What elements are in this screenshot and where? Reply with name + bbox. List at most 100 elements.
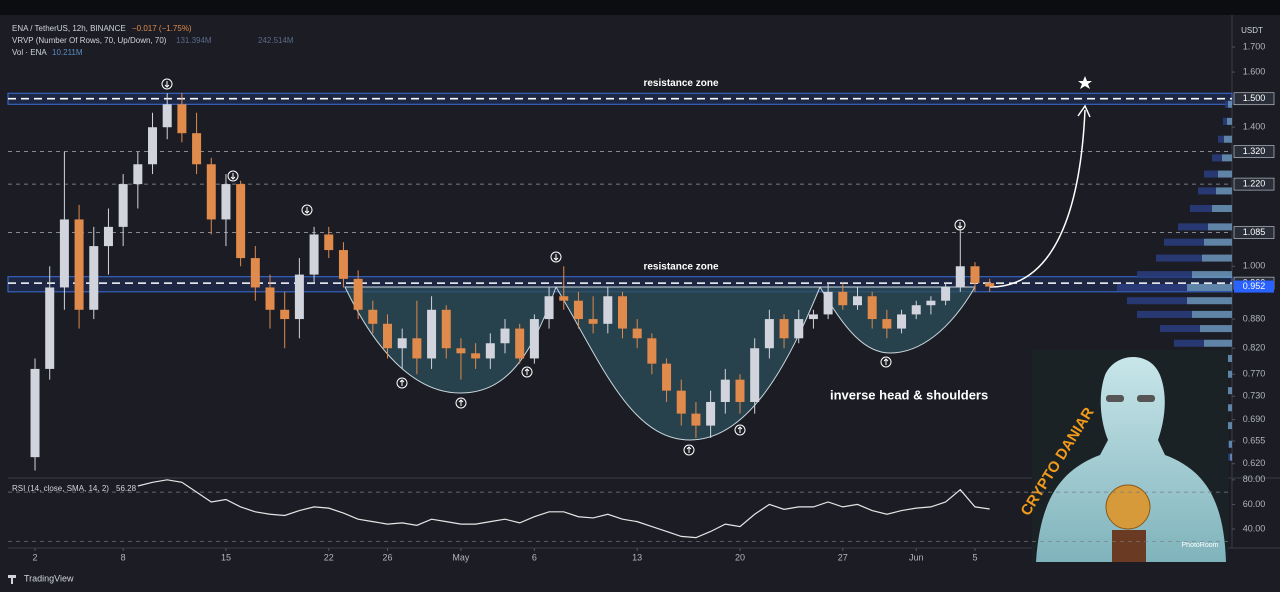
brand-logo	[8, 575, 16, 584]
profile-down	[1230, 453, 1232, 461]
candle-body	[103, 226, 113, 247]
candle-body	[985, 283, 995, 287]
profile-down	[1229, 440, 1232, 448]
vrvp: VRVP (Number Of Rows, 70, Up/Down, 70)	[12, 36, 167, 45]
candle-body	[632, 328, 642, 339]
candle-body	[573, 300, 583, 320]
photo: CRYPTO DANIAR PhotoRoom	[1017, 350, 1228, 562]
level-label: 1.500	[1243, 93, 1266, 103]
candle-body	[735, 379, 745, 402]
marker-arrow	[883, 358, 889, 365]
x-tick-label: 27	[838, 552, 848, 562]
candle-body	[280, 309, 290, 320]
markers	[161, 78, 966, 456]
profile-up	[1174, 339, 1204, 347]
candle-body	[750, 348, 760, 402]
candle-body	[412, 338, 422, 359]
profile-up	[1137, 310, 1192, 318]
profile-down	[1222, 154, 1232, 162]
vol: Vol · ENA	[12, 48, 47, 57]
candle-body	[427, 309, 437, 359]
profile-down	[1228, 422, 1232, 430]
vrvp-up: 131.394M	[176, 36, 212, 45]
candle-body	[30, 368, 40, 458]
candle-body	[764, 319, 774, 349]
candle-body	[808, 314, 818, 320]
profile-up	[1223, 117, 1227, 125]
profile-up	[1212, 154, 1222, 162]
profile-down	[1227, 117, 1232, 125]
candle-body	[676, 390, 686, 414]
brand: TradingView	[24, 573, 74, 583]
profile-down	[1224, 135, 1232, 143]
profile-up	[1117, 283, 1187, 291]
candle-body	[250, 258, 260, 288]
change: −0.017 (−1.75%)	[132, 24, 192, 33]
currency: USDT	[1241, 26, 1263, 35]
marker-arrow	[164, 81, 170, 88]
candle-body	[897, 314, 907, 329]
profile-up	[1178, 223, 1208, 231]
level-box	[1233, 177, 1275, 191]
candle-body	[59, 219, 69, 288]
candle-body	[456, 348, 466, 354]
y-tick-label: 1.600	[1243, 66, 1266, 76]
candle-body	[206, 164, 216, 220]
profile-down	[1212, 205, 1232, 213]
rsi-line	[137, 479, 990, 539]
y-tick-label: 0.770	[1243, 369, 1266, 379]
profile-down	[1192, 310, 1232, 318]
candle-body	[559, 296, 569, 301]
candle-body	[162, 104, 172, 128]
candle-body	[89, 246, 99, 310]
candle-body	[383, 323, 393, 349]
x-tick-label: 6	[532, 552, 537, 562]
last-price-box	[1234, 280, 1274, 293]
candle-body	[706, 401, 716, 426]
profile-down	[1202, 254, 1232, 262]
candle-body	[823, 291, 833, 315]
vrvp-total: 242.514M	[258, 36, 294, 45]
candle-body	[544, 296, 554, 320]
marker-arrow	[230, 173, 236, 180]
x-tick-label: 26	[382, 552, 392, 562]
profile-down	[1216, 187, 1232, 195]
marker-arrow	[553, 254, 559, 261]
coin	[1105, 484, 1151, 530]
candle-body	[691, 413, 701, 426]
goggle	[1137, 395, 1155, 402]
zone-label: resistance zone	[643, 78, 718, 89]
projection-arrow	[989, 109, 1086, 288]
rsi-label: RSI (14, close, SMA, 14, 2)	[12, 484, 109, 493]
profile-down	[1192, 271, 1232, 279]
y-tick-label: 0.820	[1243, 343, 1266, 353]
profile-up	[1204, 170, 1218, 178]
profile-up	[1164, 238, 1204, 246]
candle-body	[662, 363, 672, 391]
candle-body	[192, 133, 202, 165]
candle-body	[294, 274, 304, 320]
candle-body	[838, 291, 848, 306]
x-tick-label: 20	[735, 552, 745, 562]
candle-body	[177, 104, 187, 134]
profile-up	[1198, 187, 1216, 195]
profile-down	[1226, 404, 1232, 412]
profile-down	[1204, 339, 1232, 347]
candle-body	[970, 266, 980, 284]
symbol: ENA / TetherUS, 12h, BINANCE	[12, 24, 126, 33]
profile-up	[1127, 297, 1187, 305]
candle-body	[118, 184, 128, 227]
candle-body	[941, 287, 951, 301]
profile-up	[1218, 135, 1224, 143]
y-tick-label: 0.620	[1243, 458, 1266, 468]
candle-body	[720, 379, 730, 402]
mechanics	[1112, 530, 1146, 562]
profile-down	[1228, 100, 1232, 108]
candle-body	[368, 309, 378, 324]
candle-body	[353, 278, 363, 310]
x-tick-label: 22	[324, 552, 334, 562]
y-tick-label: 1.000	[1243, 261, 1266, 271]
y-tick-label: 1.400	[1243, 122, 1266, 132]
x-tick-label: 13	[632, 552, 642, 562]
candle-body	[45, 287, 55, 369]
